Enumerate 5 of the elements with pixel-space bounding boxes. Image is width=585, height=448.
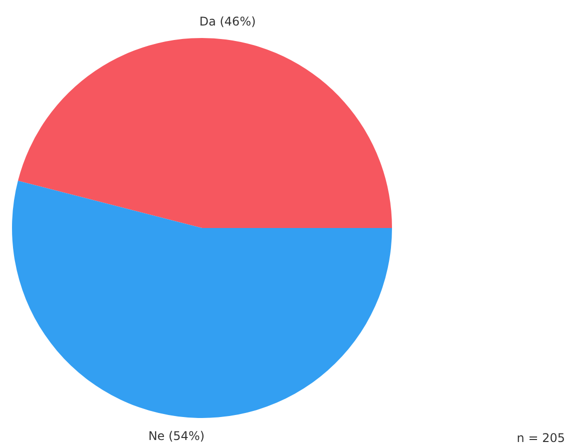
pie-slice	[12, 180, 392, 418]
slice-label: Ne (54%)	[148, 428, 205, 443]
pie-slice	[18, 38, 392, 228]
slice-label: Da (46%)	[199, 14, 256, 29]
text: n = 205	[516, 431, 565, 445]
